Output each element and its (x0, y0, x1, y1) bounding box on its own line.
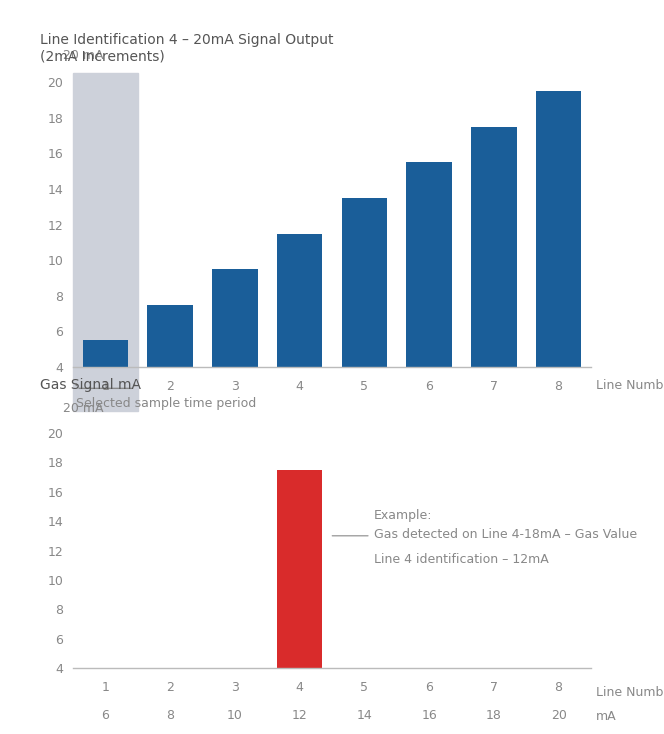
Text: 18: 18 (486, 709, 502, 722)
Text: 20 mA: 20 mA (62, 48, 103, 62)
Bar (277, 470, 322, 727)
Text: Selected sample time period: Selected sample time period (76, 397, 256, 410)
Bar (406, 162, 452, 438)
Text: 6: 6 (102, 709, 110, 722)
Text: Line Identification 4 – 20mA Signal Output: Line Identification 4 – 20mA Signal Outp… (40, 33, 333, 47)
Bar (536, 91, 581, 438)
Bar (83, 341, 128, 438)
Text: Example:: Example: (374, 509, 432, 523)
Text: 20 mA: 20 mA (62, 401, 103, 415)
Text: Line 4 identification – 12mA: Line 4 identification – 12mA (374, 553, 549, 567)
Text: 10: 10 (227, 709, 243, 722)
Text: Gas Signal mA: Gas Signal mA (40, 378, 141, 392)
Text: 12: 12 (291, 709, 307, 722)
Text: 20: 20 (550, 709, 566, 722)
Bar (147, 305, 193, 438)
Text: Line Number: Line Number (596, 686, 664, 699)
Bar (471, 127, 517, 438)
Bar (342, 198, 387, 438)
Text: 16: 16 (421, 709, 437, 722)
Text: 8: 8 (166, 709, 174, 722)
Text: mA: mA (596, 711, 617, 723)
Bar (73, 367, 138, 412)
Text: Line Number: Line Number (596, 379, 664, 392)
Bar (277, 233, 322, 438)
Text: (2mA Increments): (2mA Increments) (40, 49, 165, 63)
Text: 14: 14 (357, 709, 373, 722)
Text: Gas detected on Line 4-18mA – Gas Value: Gas detected on Line 4-18mA – Gas Value (374, 528, 637, 542)
Bar (73, 73, 138, 367)
Bar (212, 269, 258, 438)
